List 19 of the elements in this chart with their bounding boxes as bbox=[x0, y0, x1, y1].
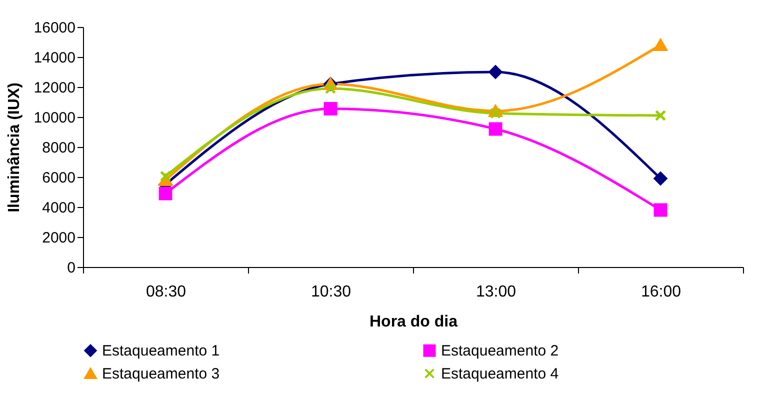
x-tick-label: 16:00 bbox=[640, 284, 682, 300]
x-tick-label: 10:30 bbox=[310, 284, 352, 300]
y-tick-label: 4000 bbox=[42, 200, 76, 216]
y-tick-label: 16000 bbox=[34, 20, 76, 36]
y-tick-label: 12000 bbox=[34, 80, 76, 96]
x-axis-title: Hora do dia bbox=[369, 314, 458, 330]
y-axis-title: Iluminância (IUX) bbox=[6, 82, 23, 212]
y-tick-label: 0 bbox=[67, 260, 76, 276]
x-tick-label: 08:30 bbox=[146, 284, 186, 300]
y-tick-label: 8000 bbox=[42, 140, 76, 156]
legend-label: Estaqueamento 4 bbox=[441, 366, 559, 382]
y-tick-label: 14000 bbox=[34, 50, 76, 66]
legend-label: Estaqueamento 1 bbox=[102, 342, 220, 360]
y-tick-label: 10000 bbox=[34, 110, 76, 126]
legend-label: Estaqueamento 3 bbox=[102, 366, 220, 382]
x-tick-label: 13:00 bbox=[476, 284, 516, 300]
legend-label: Estaqueamento 2 bbox=[441, 342, 559, 360]
y-tick-label: 2000 bbox=[42, 230, 76, 246]
y-tick-label: 6000 bbox=[42, 170, 76, 186]
